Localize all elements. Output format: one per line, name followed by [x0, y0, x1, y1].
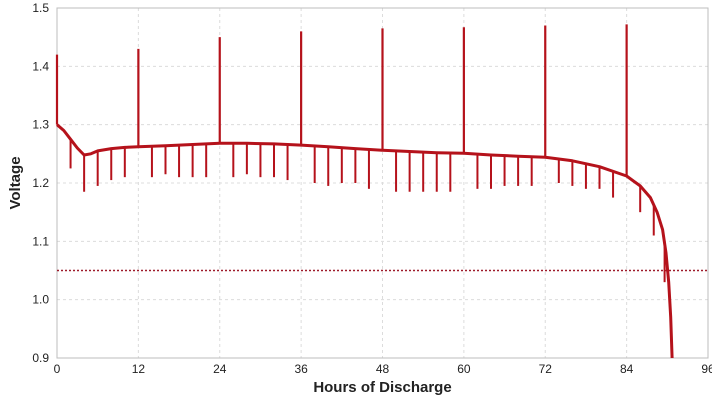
x-tick-label: 84 — [620, 362, 634, 376]
x-tick-label: 12 — [132, 362, 146, 376]
x-tick-label: 60 — [457, 362, 471, 376]
x-tick-label: 36 — [294, 362, 308, 376]
x-tick-label: 24 — [213, 362, 227, 376]
y-tick-label: 1.2 — [32, 176, 49, 190]
y-tick-label: 1.5 — [32, 1, 49, 15]
x-tick-label: 72 — [539, 362, 553, 376]
x-tick-label: 96 — [701, 362, 712, 376]
y-axis-tick-labels: 0.9 1.0 1.1 1.2 1.3 1.4 1.5 — [32, 1, 49, 365]
x-axis-title: Hours of Discharge — [313, 379, 451, 396]
discharge-curve-line — [56, 123, 674, 359]
y-axis-title: Voltage — [7, 156, 24, 209]
y-tick-label: 1.1 — [32, 234, 49, 248]
discharge-series-marks — [55, 24, 674, 359]
x-tick-label: 48 — [376, 362, 390, 376]
y-tick-label: 1.0 — [32, 293, 49, 307]
plot-area-frame — [56, 7, 709, 359]
y-tick-label: 0.9 — [32, 351, 49, 365]
y-tick-label: 1.4 — [32, 59, 49, 73]
x-axis-tick-labels: 0 12 24 36 48 60 72 84 96 — [54, 362, 712, 376]
x-tick-label: 0 — [54, 362, 61, 376]
y-tick-label: 1.3 — [32, 118, 49, 132]
